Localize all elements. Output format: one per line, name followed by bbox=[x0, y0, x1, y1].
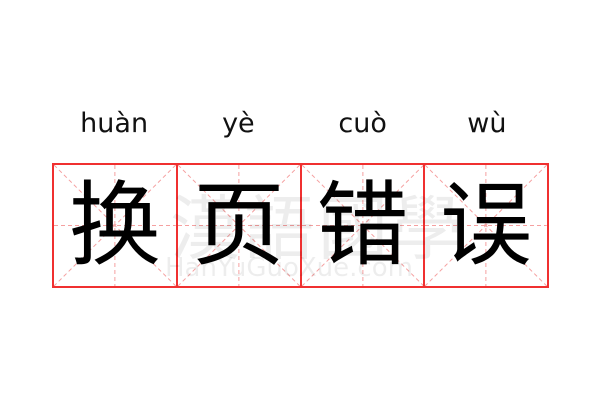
pinyin-row: huàn yè cuò wù bbox=[52, 108, 549, 139]
hanzi-character: 页 bbox=[192, 171, 285, 279]
pinyin: yè bbox=[222, 108, 255, 139]
grid-cell: 错 bbox=[299, 165, 424, 286]
grid-guides bbox=[54, 165, 176, 286]
pinyin: cuò bbox=[338, 108, 387, 139]
grid-cell: 换 bbox=[54, 165, 176, 286]
grid-guides bbox=[302, 165, 424, 286]
pinyin: wù bbox=[467, 108, 507, 139]
pinyin: huàn bbox=[80, 108, 149, 139]
grid-cell: 误 bbox=[423, 165, 547, 286]
hanzi-character: 误 bbox=[440, 171, 533, 279]
hanzi-character: 错 bbox=[316, 171, 409, 279]
grid-cell: 页 bbox=[175, 165, 300, 286]
character-grid: 换 页 错 误 bbox=[52, 163, 549, 288]
grid-guides bbox=[178, 165, 300, 286]
hanzi-character: 换 bbox=[68, 171, 161, 279]
grid-guides bbox=[425, 165, 547, 286]
